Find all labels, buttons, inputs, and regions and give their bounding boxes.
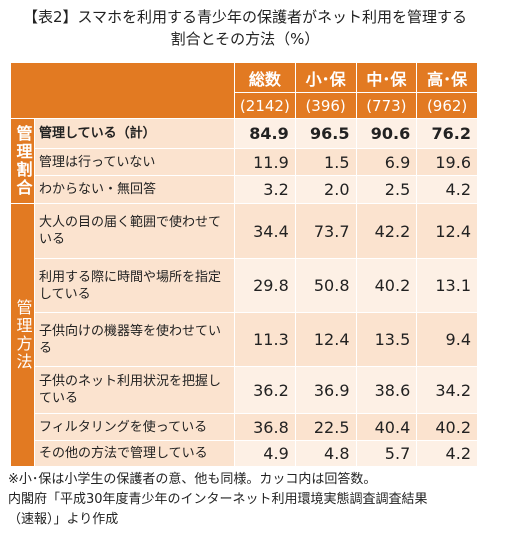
row-label: 子供向けの機器等を使わせている xyxy=(34,312,235,367)
column-count: (773) xyxy=(355,92,418,119)
row-label: その他の方法で管理している xyxy=(34,440,235,467)
title: 【表2】スマホを利用する青少年の保護者がネット利用を管理する 割合とその方法（%） xyxy=(0,6,490,50)
cell-value: 42.2 xyxy=(355,203,418,259)
note-line: 内閣府「平成30年度青少年のインターネット利用環境実態調査調査結果 xyxy=(8,492,428,507)
data-row: 管理は行っていない 11.9 1.5 6.9 19.6 xyxy=(11,148,478,176)
cell-value: 19.6 xyxy=(416,148,478,176)
cell-value: 84.9 xyxy=(234,118,296,149)
cell-value: 76.2 xyxy=(416,118,478,149)
cell-value: 40.4 xyxy=(355,413,418,441)
count-row: (2142) (396) (773) (962) xyxy=(11,92,478,119)
cell-value: 3.2 xyxy=(234,175,296,204)
cell-value: 96.5 xyxy=(294,118,357,149)
cell-value: 36.9 xyxy=(294,366,357,414)
column-count: (962) xyxy=(416,92,478,119)
cell-value: 6.9 xyxy=(355,148,418,176)
cell-value: 11.3 xyxy=(234,312,296,367)
cell-value: 4.2 xyxy=(416,175,478,204)
row-label: 管理している（計） xyxy=(34,118,235,149)
data-row: その他の方法で管理している 4.9 4.8 5.7 4.2 xyxy=(11,440,478,467)
cell-value: 9.4 xyxy=(416,312,478,367)
cell-value: 5.7 xyxy=(355,440,418,467)
row-label: 大人の目の届く範囲で使わせている xyxy=(34,203,235,259)
cell-value: 22.5 xyxy=(294,413,357,441)
cell-value: 12.4 xyxy=(294,312,357,367)
cell-value: 12.4 xyxy=(416,203,478,259)
cell-value: 36.8 xyxy=(234,413,296,441)
cell-value: 13.5 xyxy=(355,312,418,367)
cell-value: 36.2 xyxy=(234,366,296,414)
data-table: 総数 小･保 中･保 高･保 (2142) (396) (773) (962) 管理割合 管理して… xyxy=(10,62,478,467)
note-line: （速報）」より作成 xyxy=(8,512,119,527)
cell-value: 73.7 xyxy=(294,203,357,259)
column-header: 総数 xyxy=(234,62,296,93)
row-label: 利用する際に時間や場所を指定している xyxy=(34,258,235,313)
column-header: 小･保 xyxy=(294,62,357,93)
corner xyxy=(10,62,235,119)
group-label: 管理方法 xyxy=(10,203,35,467)
row-label: わからない・無回答 xyxy=(34,175,235,204)
cell-value: 34.4 xyxy=(234,203,296,259)
cell-value: 2.0 xyxy=(294,175,357,204)
data-row: 子供のネット利用状況を把握している 36.2 36.9 38.6 34.2 xyxy=(11,366,478,414)
cell-value: 11.9 xyxy=(234,148,296,176)
cell-value: 38.6 xyxy=(355,366,418,414)
title-line: 【表2】スマホを利用する青少年の保護者がネット利用を管理する xyxy=(22,8,468,26)
column-header: 中･保 xyxy=(355,62,418,93)
cell-value: 4.9 xyxy=(234,440,296,467)
cell-value: 40.2 xyxy=(355,258,418,313)
cell-value: 1.5 xyxy=(294,148,357,176)
group-label: 管理割合 xyxy=(10,118,35,204)
column-count: (396) xyxy=(294,92,357,119)
title-line: 割合とその方法（%） xyxy=(170,30,320,48)
cell-value: 90.6 xyxy=(355,118,418,149)
column-header: 高･保 xyxy=(416,62,478,93)
cell-value: 34.2 xyxy=(416,366,478,414)
cell-value: 13.1 xyxy=(416,258,478,313)
cell-value: 2.5 xyxy=(355,175,418,204)
row-label: 管理は行っていない xyxy=(34,148,235,176)
data-row: わからない・無回答 3.2 2.0 2.5 4.2 xyxy=(11,175,478,204)
cell-value: 40.2 xyxy=(416,413,478,441)
row-label: 子供のネット利用状況を把握している xyxy=(34,366,235,414)
row-label: フィルタリングを使っている xyxy=(34,413,235,441)
data-row: 利用する際に時間や場所を指定している 29.8 50.8 40.2 13.1 xyxy=(11,258,478,313)
data-row: 管理方法 大人の目の届く範囲で使わせている 34.4 73.7 42.2 12.4 xyxy=(10,203,478,467)
data-row: 管理割合 管理している（計） 84.9 96.5 90.6 76.2 xyxy=(10,118,478,204)
column-count: (2142) xyxy=(234,92,296,119)
data-row: フィルタリングを使っている 36.8 22.5 40.4 40.2 xyxy=(11,413,478,441)
cell-value: 50.8 xyxy=(294,258,357,313)
header-row: 総数 小･保 中･保 高･保 xyxy=(10,62,478,119)
note-line: ※小･保は小学生の保護者の意、他も同様。カッコ内は回答数。 xyxy=(8,472,377,487)
data-row: 子供向けの機器等を使わせている 11.3 12.4 13.5 9.4 xyxy=(11,312,478,367)
cell-value: 29.8 xyxy=(234,258,296,313)
notes: ※小･保は小学生の保護者の意、他も同様。カッコ内は回答数。内閣府「平成30年度青… xyxy=(8,470,428,530)
cell-value: 4.8 xyxy=(294,440,357,467)
cell-value: 4.2 xyxy=(416,440,478,467)
